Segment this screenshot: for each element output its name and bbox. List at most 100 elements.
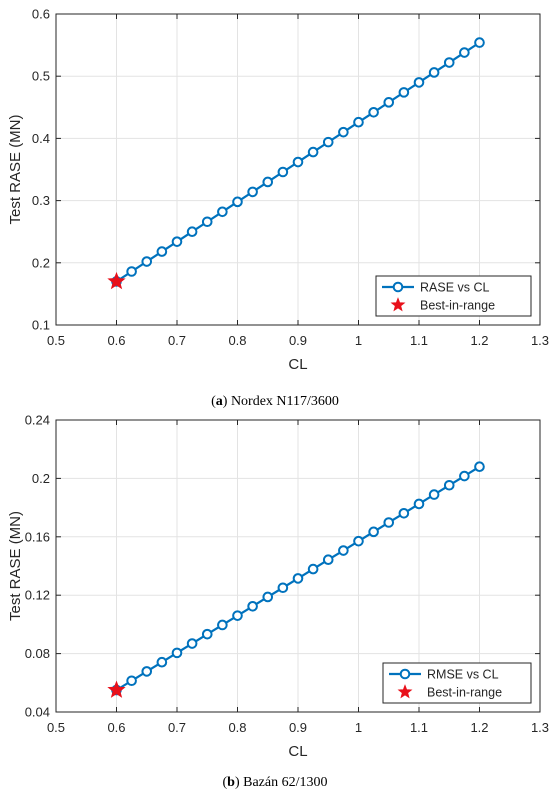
data-point [217, 206, 228, 218]
chart-panel-a: 0.5 0.6 0.7 0.8 0.9 1 1.1 1.2 1.3 0.1 0.2 0.3 0.4 0.5… [0, 0, 550, 388]
y-tick-label: 0.4 [32, 131, 50, 146]
data-point [443, 57, 455, 68]
legend-label: RASE vs CL [420, 281, 490, 295]
caption-a-text: Nordex N117/3600 [227, 394, 339, 409]
data-point [141, 256, 153, 267]
y-tick-label: 0.5 [32, 69, 50, 84]
data-point [338, 545, 349, 556]
x-tick-label: 0.8 [228, 333, 246, 348]
data-point [201, 216, 213, 228]
x-tick-label: 0.5 [47, 333, 65, 348]
data-point [443, 479, 455, 491]
data-point [383, 97, 395, 108]
data-point [156, 246, 168, 257]
data-point [474, 37, 485, 48]
data-point [277, 166, 289, 178]
x-tick-label: 0.7 [168, 720, 186, 735]
data-point [156, 656, 168, 668]
data-point [141, 666, 153, 677]
data-point [247, 186, 258, 198]
data-point [262, 176, 274, 188]
data-point [292, 573, 304, 584]
data-point [277, 582, 289, 594]
data-point [353, 535, 364, 547]
caption-b-letter: b [227, 775, 235, 790]
x-tick-label: 1.3 [531, 333, 549, 348]
data-point [459, 47, 470, 58]
best-point-star [107, 680, 126, 698]
chart-panel-b: 0.5 0.6 0.7 0.8 0.9 1 1.1 1.2 1.3 0.04 0.08 0.12 0.1… [0, 405, 550, 775]
data-point [474, 461, 485, 473]
caption-b: (b) Bazán 62/1300 [222, 775, 328, 790]
caption-b-text: Bazán 62/1300 [239, 775, 328, 790]
data-point [338, 126, 349, 138]
y-tick-label: 0.1 [32, 318, 50, 333]
x-tick-label: 1.1 [410, 720, 428, 735]
x-tick-label: 0.5 [47, 720, 65, 735]
x-tick-label: 0.7 [168, 333, 186, 348]
data-point [398, 87, 410, 98]
y-tick-label: 0.6 [32, 7, 50, 22]
legend-circle-swatch [399, 668, 411, 680]
legend-circle-swatch [392, 281, 404, 293]
data-point [368, 526, 379, 538]
x-tick-label: 1 [355, 333, 362, 348]
data-point [398, 507, 410, 519]
y-tick-label: 0.12 [25, 588, 50, 603]
y-tick-label: 0.16 [25, 529, 50, 544]
y-tick-label: 0.04 [25, 705, 50, 720]
x-tick-label: 1.2 [470, 333, 488, 348]
data-point [428, 489, 440, 500]
legend-star-swatch [390, 297, 406, 312]
data-point [307, 563, 319, 575]
data-point [171, 647, 183, 659]
y-tick-label: 0.08 [25, 646, 50, 661]
data-point [201, 628, 213, 640]
data-point [186, 638, 198, 649]
y-axis-label: Test RASE (MN) [7, 114, 24, 224]
data-point [413, 498, 425, 510]
legend-label: Best-in-range [420, 299, 495, 313]
x-tick-label: 0.9 [289, 333, 307, 348]
data-point [307, 146, 319, 158]
legend-label: RMSE vs CL [427, 668, 499, 682]
x-axis-label: CL [288, 743, 307, 760]
data-point [262, 591, 274, 603]
chart-b: 0.5 0.6 0.7 0.8 0.9 1 1.1 1.2 1.3 0.04 0.08 0.12 0.1… [7, 413, 549, 761]
data-point [368, 106, 379, 118]
data-point [322, 136, 334, 148]
x-tick-label: 1.1 [410, 333, 428, 348]
data-point [171, 236, 183, 247]
data-point [247, 600, 258, 612]
caption-a-letter: a [215, 394, 223, 409]
y-tick-label: 0.2 [32, 255, 50, 270]
y-axis-label: Test RASE (MN) [7, 511, 24, 621]
best-point-star [107, 271, 126, 290]
legend-label: Best-in-range [427, 686, 502, 700]
data-point [186, 226, 198, 237]
data-point [232, 610, 243, 621]
data-point [428, 67, 440, 78]
y-tick-label: 0.3 [32, 193, 50, 208]
legend-star-swatch [397, 684, 413, 699]
y-tick-label: 0.2 [32, 471, 50, 486]
data-point [292, 156, 304, 168]
data-point [322, 554, 334, 566]
x-tick-label: 1 [355, 720, 362, 735]
x-tick-label: 0.6 [107, 720, 125, 735]
x-tick-label: 0.9 [289, 720, 307, 735]
x-tick-label: 0.8 [228, 720, 246, 735]
x-tick-label: 0.6 [107, 333, 125, 348]
x-tick-label: 1.3 [531, 720, 549, 735]
x-tick-label: 1.2 [470, 720, 488, 735]
data-point [126, 675, 137, 687]
data-point [383, 517, 395, 528]
data-point [413, 77, 425, 88]
data-point [217, 619, 228, 631]
x-axis-label: CL [288, 356, 307, 373]
data-point [232, 196, 243, 208]
chart-a: 0.5 0.6 0.7 0.8 0.9 1 1.1 1.2 1.3 0.1 0.2 0.3 0.4 0.5… [7, 7, 549, 374]
data-point [353, 116, 364, 128]
data-point [459, 470, 470, 482]
y-tick-label: 0.24 [25, 413, 50, 428]
